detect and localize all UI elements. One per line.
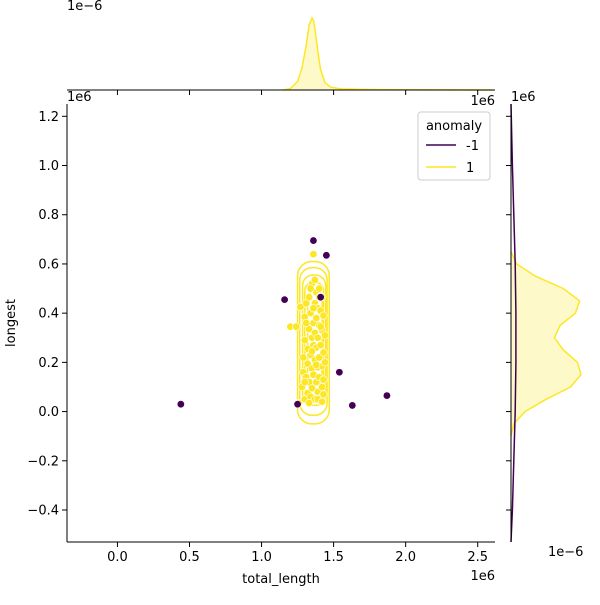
anomaly-point (322, 251, 331, 260)
x-axis-label: total_length (242, 572, 320, 587)
top-marginal-offset-label: 1e−6 (67, 0, 102, 14)
y-tick-label: 1.2 (38, 110, 59, 125)
x-tick-label: 1.5 (323, 550, 344, 565)
density-contour-line (298, 266, 328, 417)
y-tick-label: 0.2 (38, 356, 59, 371)
x-tick-label: 0.5 (179, 550, 200, 565)
normal-point (312, 314, 321, 323)
y-tick-label: 0.0 (38, 405, 59, 420)
normal-point (309, 304, 318, 313)
top-marginal-density: 1e−6 1e6 1e6 (67, 0, 495, 109)
normal-point (318, 382, 327, 391)
legend-label-anomaly: -1 (466, 139, 479, 154)
main-plot: 0.0 0.5 1.0 1.5 2.0 2.5 −0.4 −0.2 0.0 0.2 0.4 0.6 0… (4, 104, 495, 587)
right-marginal-offset-label: 1e−6 (548, 545, 583, 560)
x-axis-ticks: 0.0 0.5 1.0 1.5 2.0 2.5 (107, 542, 488, 565)
normal-point (316, 341, 325, 350)
normal-point (313, 333, 322, 342)
normal-point (300, 336, 309, 345)
anomaly-point (335, 368, 344, 377)
anomaly-point (316, 293, 325, 302)
anomaly-point (348, 401, 357, 410)
legend-box (417, 111, 491, 181)
y-tick-label: 1.0 (38, 159, 59, 174)
y-tick-label: −0.4 (27, 504, 59, 519)
normal-point (319, 311, 328, 320)
x-tick-label: 0.0 (107, 550, 128, 565)
anomaly-point (176, 400, 185, 409)
normal-point (312, 360, 321, 369)
normal-point (309, 250, 318, 259)
y-axis-ticks: −0.4 −0.2 0.0 0.2 0.4 0.6 0.8 1.0 1.2 (27, 110, 67, 519)
normal-point (306, 284, 315, 293)
x-tick-label: 2.5 (467, 550, 488, 565)
normal-point (316, 322, 325, 331)
right-kde-line (510, 251, 582, 437)
right-marginal-corner-label: 1e6 (511, 90, 536, 105)
y-tick-label: −0.2 (27, 454, 59, 469)
top-marginal-ticks (116, 90, 479, 95)
y-tick-label: 0.4 (38, 307, 59, 322)
normal-point (319, 348, 328, 357)
top-marginal-corner-label-right: 1e6 (470, 94, 495, 109)
legend-title: anomaly (426, 119, 482, 134)
y-axis-label: longest (4, 299, 19, 347)
anomaly-point (280, 295, 289, 304)
normal-point (299, 353, 308, 362)
normal-point (307, 347, 316, 356)
anomaly-point (293, 400, 302, 409)
normal-point (320, 358, 329, 367)
top-marginal-corner-label-left: 1e6 (67, 90, 92, 105)
anomaly-point (309, 236, 318, 245)
y-tick-label: 0.6 (38, 257, 59, 272)
y-tick-label: 0.8 (38, 208, 59, 223)
right-marginal-ticks (506, 115, 511, 511)
normal-point (310, 275, 319, 284)
normal-point (320, 331, 329, 340)
normal-point (319, 375, 328, 384)
scatter-points (176, 236, 391, 410)
anomaly-point (382, 391, 391, 400)
x-offset-label: 1e6 (470, 569, 495, 584)
top-kde-line (283, 16, 493, 91)
normal-point (302, 318, 311, 327)
right-marginal-density: 1e6 1e−6 (506, 90, 583, 560)
legend-label-normal: 1 (466, 161, 474, 176)
normal-point (307, 384, 316, 393)
x-tick-label: 2.0 (395, 550, 416, 565)
x-tick-label: 1.0 (251, 550, 272, 565)
normal-point (292, 322, 301, 331)
normal-point (315, 284, 324, 293)
legend: anomaly -1 1 (417, 111, 491, 181)
normal-point (296, 303, 305, 312)
normal-point (318, 397, 327, 406)
normal-point (300, 378, 309, 387)
top-kde-fill (283, 18, 493, 90)
right-kde-line-anomaly (510, 103, 517, 543)
normal-point (305, 398, 314, 407)
density-contour-line (296, 260, 331, 425)
normal-point (305, 293, 314, 302)
